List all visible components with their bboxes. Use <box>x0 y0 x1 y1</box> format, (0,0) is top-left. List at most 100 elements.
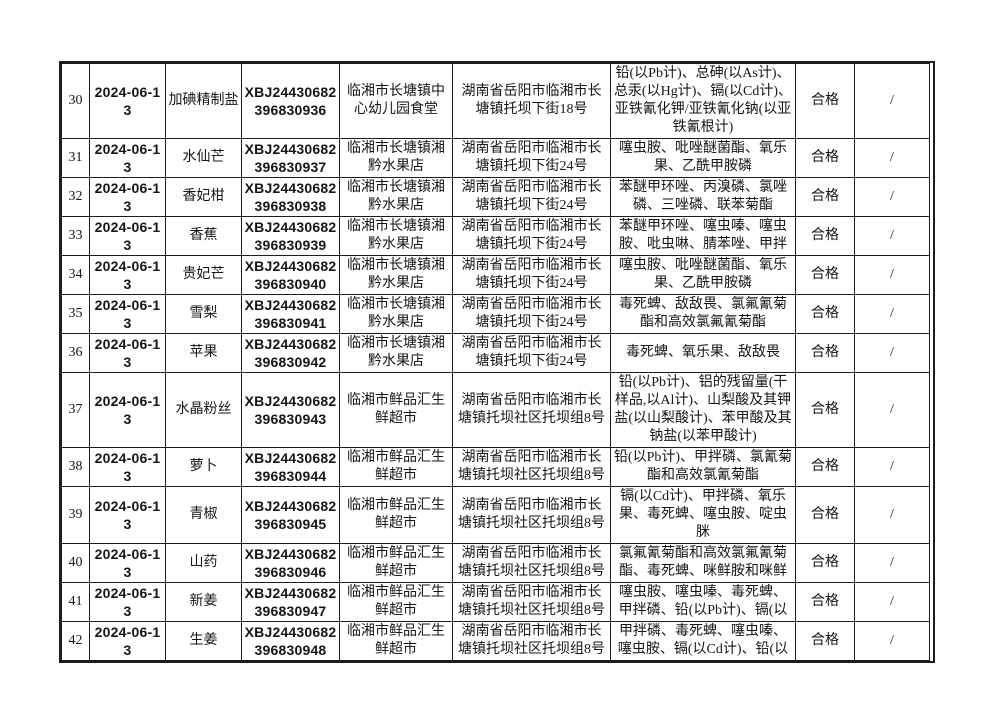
sampling-results-table: 30 2024-06-13 加碘精制盐 XBJ24430682396830936… <box>61 63 930 661</box>
row-number-cell: 41 <box>61 582 90 622</box>
sample-code-cell: XBJ24430682396830940 <box>241 255 340 295</box>
vendor-address-cell: 湖南省岳阳市临湘市长塘镇托坝社区托坝组8号 <box>452 486 611 544</box>
sample-date-cell: 2024-06-13 <box>89 216 166 256</box>
row-number-cell: 37 <box>61 372 90 448</box>
table-row: 31 2024-06-13 水仙芒 XBJ24430682396830937 临… <box>61 138 930 178</box>
test-items-cell: 铅(以Pb计)、铝的残留量(干样品,以Al计)、山梨酸及其钾盐(以山梨酸计)、苯… <box>610 372 796 448</box>
table-row: 39 2024-06-13 青椒 XBJ24430682396830945 临湘… <box>61 486 930 544</box>
remark-cell: / <box>854 216 930 256</box>
test-items-cell: 甲拌磷、毒死蜱、噻虫嗪、噻虫胺、镉(以Cd计)、铅(以 <box>610 621 796 661</box>
vendor-name-cell: 临湘市鲜品汇生鲜超市 <box>339 582 453 622</box>
test-items-cell: 镉(以Cd计)、甲拌磷、氧乐果、毒死蜱、噻虫胺、啶虫脒 <box>610 486 796 544</box>
sample-code-cell: XBJ24430682396830946 <box>241 543 340 583</box>
sample-date-cell: 2024-06-13 <box>89 447 166 487</box>
remark-cell: / <box>854 63 930 139</box>
row-number-cell: 38 <box>61 447 90 487</box>
test-items-cell: 氯氟氰菊酯和高效氯氟氰菊酯、毒死蜱、咪鲜胺和咪鲜 <box>610 543 796 583</box>
remark-cell: / <box>854 294 930 334</box>
row-number-cell: 31 <box>61 138 90 178</box>
vendor-address-cell: 湖南省岳阳市临湘市长塘镇托坝社区托坝组8号 <box>452 447 611 487</box>
vendor-address-cell: 湖南省岳阳市临湘市长塘镇托坝社区托坝组8号 <box>452 543 611 583</box>
inspection-table: 30 2024-06-13 加碘精制盐 XBJ24430682396830936… <box>59 61 935 663</box>
vendor-address-cell: 湖南省岳阳市临湘市长塘镇托坝下街24号 <box>452 177 611 217</box>
sample-date-cell: 2024-06-13 <box>89 255 166 295</box>
product-name-cell: 萝卜 <box>165 447 242 487</box>
product-name-cell: 新姜 <box>165 582 242 622</box>
sample-date-cell: 2024-06-13 <box>89 177 166 217</box>
vendor-name-cell: 临湘市鲜品汇生鲜超市 <box>339 372 453 448</box>
sample-code-cell: XBJ24430682396830939 <box>241 216 340 256</box>
table-row: 32 2024-06-13 香妃柑 XBJ24430682396830938 临… <box>61 177 930 217</box>
sample-date-cell: 2024-06-13 <box>89 63 166 139</box>
sample-code-cell: XBJ24430682396830937 <box>241 138 340 178</box>
result-cell: 合格 <box>795 216 855 256</box>
vendor-name-cell: 临湘市长塘镇湘黔水果店 <box>339 255 453 295</box>
remark-cell: / <box>854 486 930 544</box>
result-cell: 合格 <box>795 621 855 661</box>
product-name-cell: 青椒 <box>165 486 242 544</box>
product-name-cell: 苹果 <box>165 333 242 373</box>
test-items-cell: 毒死蜱、氧乐果、敌敌畏 <box>610 333 796 373</box>
product-name-cell: 水仙芒 <box>165 138 242 178</box>
vendor-name-cell: 临湘市长塘镇湘黔水果店 <box>339 333 453 373</box>
product-name-cell: 加碘精制盐 <box>165 63 242 139</box>
result-cell: 合格 <box>795 447 855 487</box>
product-name-cell: 山药 <box>165 543 242 583</box>
table-row: 37 2024-06-13 水晶粉丝 XBJ24430682396830943 … <box>61 372 930 448</box>
table-row: 41 2024-06-13 新姜 XBJ24430682396830947 临湘… <box>61 582 930 622</box>
sample-code-cell: XBJ24430682396830945 <box>241 486 340 544</box>
table-row: 33 2024-06-13 香蕉 XBJ24430682396830939 临湘… <box>61 216 930 256</box>
table-row: 34 2024-06-13 贵妃芒 XBJ24430682396830940 临… <box>61 255 930 295</box>
test-items-cell: 苯醚甲环唑、丙溴磷、氯唑磷、三唑磷、联苯菊酯 <box>610 177 796 217</box>
remark-cell: / <box>854 177 930 217</box>
table-row: 30 2024-06-13 加碘精制盐 XBJ24430682396830936… <box>61 63 930 139</box>
sample-date-cell: 2024-06-13 <box>89 486 166 544</box>
test-items-cell: 毒死蜱、敌敌畏、氯氟氰菊酯和高效氯氟氰菊酯 <box>610 294 796 334</box>
vendor-address-cell: 湖南省岳阳市临湘市长塘镇托坝下街24号 <box>452 216 611 256</box>
vendor-name-cell: 临湘市鲜品汇生鲜超市 <box>339 543 453 583</box>
sample-date-cell: 2024-06-13 <box>89 294 166 334</box>
result-cell: 合格 <box>795 138 855 178</box>
sample-date-cell: 2024-06-13 <box>89 138 166 178</box>
row-number-cell: 39 <box>61 486 90 544</box>
sample-date-cell: 2024-06-13 <box>89 582 166 622</box>
product-name-cell: 生姜 <box>165 621 242 661</box>
vendor-name-cell: 临湘市长塘镇中心幼儿园食堂 <box>339 63 453 139</box>
vendor-name-cell: 临湘市鲜品汇生鲜超市 <box>339 486 453 544</box>
product-name-cell: 水晶粉丝 <box>165 372 242 448</box>
sample-date-cell: 2024-06-13 <box>89 333 166 373</box>
vendor-address-cell: 湖南省岳阳市临湘市长塘镇托坝下街24号 <box>452 255 611 295</box>
remark-cell: / <box>854 138 930 178</box>
table-row: 42 2024-06-13 生姜 XBJ24430682396830948 临湘… <box>61 621 930 661</box>
table-row: 40 2024-06-13 山药 XBJ24430682396830946 临湘… <box>61 543 930 583</box>
table-row: 36 2024-06-13 苹果 XBJ24430682396830942 临湘… <box>61 333 930 373</box>
row-number-cell: 30 <box>61 63 90 139</box>
result-cell: 合格 <box>795 255 855 295</box>
sample-code-cell: XBJ24430682396830947 <box>241 582 340 622</box>
result-cell: 合格 <box>795 486 855 544</box>
sample-date-cell: 2024-06-13 <box>89 372 166 448</box>
result-cell: 合格 <box>795 294 855 334</box>
sample-code-cell: XBJ24430682396830948 <box>241 621 340 661</box>
vendor-name-cell: 临湘市长塘镇湘黔水果店 <box>339 177 453 217</box>
remark-cell: / <box>854 582 930 622</box>
vendor-address-cell: 湖南省岳阳市临湘市长塘镇托坝下街24号 <box>452 138 611 178</box>
remark-cell: / <box>854 372 930 448</box>
test-items-cell: 噻虫胺、吡唑醚菌酯、氧乐果、乙酰甲胺磷 <box>610 255 796 295</box>
remark-cell: / <box>854 333 930 373</box>
test-items-cell: 噻虫胺、噻虫嗪、毒死蜱、甲拌磷、铅(以Pb计)、镉(以 <box>610 582 796 622</box>
sample-code-cell: XBJ24430682396830938 <box>241 177 340 217</box>
vendor-address-cell: 湖南省岳阳市临湘市长塘镇托坝社区托坝组8号 <box>452 372 611 448</box>
product-name-cell: 雪梨 <box>165 294 242 334</box>
result-cell: 合格 <box>795 582 855 622</box>
vendor-address-cell: 湖南省岳阳市临湘市长塘镇托坝下街24号 <box>452 294 611 334</box>
test-items-cell: 铅(以Pb计)、甲拌磷、氯氰菊酯和高效氯氰菊酯 <box>610 447 796 487</box>
remark-cell: / <box>854 621 930 661</box>
sample-date-cell: 2024-06-13 <box>89 621 166 661</box>
row-number-cell: 33 <box>61 216 90 256</box>
vendor-address-cell: 湖南省岳阳市临湘市长塘镇托坝下街24号 <box>452 333 611 373</box>
sample-code-cell: XBJ24430682396830942 <box>241 333 340 373</box>
sample-code-cell: XBJ24430682396830944 <box>241 447 340 487</box>
row-number-cell: 36 <box>61 333 90 373</box>
